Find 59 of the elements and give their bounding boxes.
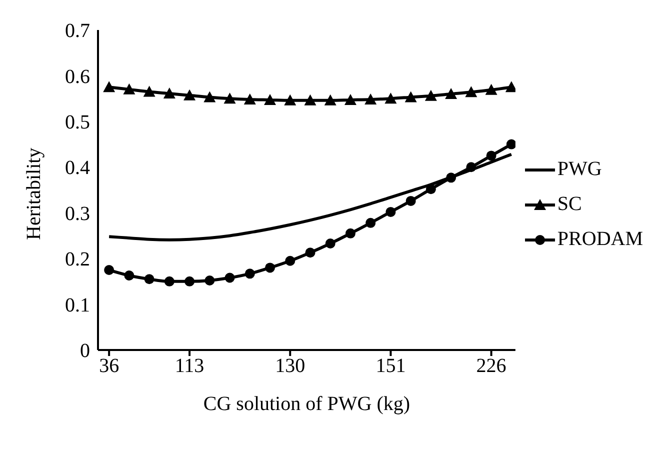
point (285, 256, 296, 266)
point (424, 90, 437, 101)
point (445, 88, 458, 99)
y-axis-title: Heritability (23, 148, 46, 240)
point (485, 84, 498, 95)
point (204, 276, 215, 286)
point (506, 139, 516, 150)
point (143, 86, 156, 97)
point (404, 91, 417, 102)
x-tick-label: 36 (99, 355, 120, 378)
point (204, 91, 216, 102)
point (344, 94, 356, 105)
x-tick-label: 113 (174, 355, 204, 378)
point (406, 196, 416, 206)
point (465, 86, 478, 98)
point (123, 83, 136, 94)
point (446, 172, 456, 183)
point (104, 265, 114, 275)
point (103, 81, 116, 92)
point (184, 89, 196, 100)
point (244, 268, 255, 279)
point (466, 162, 476, 172)
point (264, 94, 276, 105)
point (325, 238, 336, 248)
y-tick-label: 0.5 (65, 112, 90, 134)
point (384, 92, 397, 104)
x-tick-label: 151 (376, 355, 406, 378)
point (284, 94, 296, 106)
x-axis-title: CG solution of PWG (kg) (203, 393, 410, 415)
point (224, 272, 235, 283)
point (184, 276, 195, 286)
point (163, 88, 176, 99)
point (364, 93, 377, 104)
point (164, 276, 174, 286)
point (304, 94, 316, 106)
y-tick-label: 0.7 (65, 20, 90, 42)
point (265, 262, 275, 273)
point (386, 206, 396, 217)
x-tick-label: 226 (476, 355, 506, 378)
legend-label: PWG (557, 158, 602, 181)
point (486, 150, 496, 161)
point (345, 228, 356, 238)
point (366, 218, 376, 228)
y-tick-label: 0.1 (65, 294, 90, 316)
point (124, 270, 134, 280)
point (224, 92, 236, 104)
point (244, 93, 256, 104)
point (324, 94, 336, 106)
legend-label: SC (557, 193, 582, 216)
point (305, 248, 316, 258)
y-tick-label: 0.4 (65, 157, 90, 180)
x-tick-label: 130 (275, 355, 306, 378)
point (426, 184, 436, 194)
y-tick-label: 0.6 (65, 66, 90, 88)
y-tick-label: 0.3 (65, 202, 90, 225)
y-tick-label: 0 (80, 340, 90, 362)
y-tick-label: 0.2 (65, 248, 90, 271)
legend-label: PRODAM (557, 228, 643, 251)
point (144, 274, 154, 284)
